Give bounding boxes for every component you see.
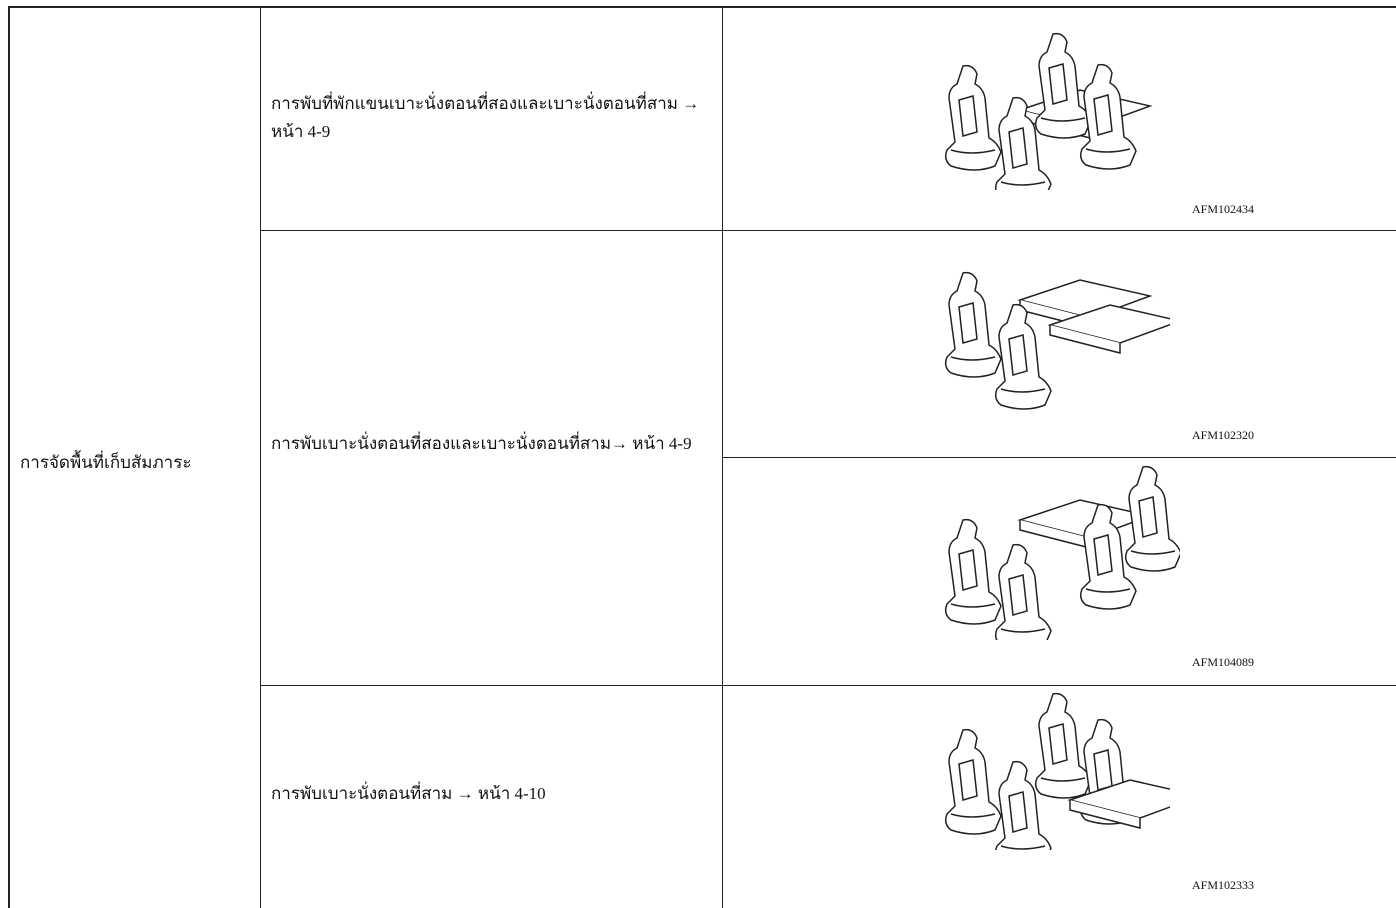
row-line: [722, 457, 1396, 458]
seat-illustration: [944, 692, 1170, 850]
table-border: [8, 6, 1396, 8]
category: การจัดพื้นที่เก็บสัมภาระ: [20, 453, 192, 472]
row-line: [260, 230, 1396, 231]
description: การพับที่พักแขนเบาะนั่งตอนที่สองและเบาะน…: [271, 94, 700, 141]
seat-illustration: [944, 465, 1180, 640]
row-line: [260, 685, 1396, 686]
figure-code: AFM102320: [1192, 428, 1255, 442]
seat-illustration: [944, 32, 1151, 190]
column-line: [260, 6, 261, 908]
figure-code: AFM104089: [1192, 655, 1255, 669]
seat-illustration: [944, 271, 1170, 410]
figure-code: AFM102333: [1192, 878, 1255, 892]
description: การพับเบาะนั่งตอนที่สาม → หน้า 4-10: [271, 784, 546, 803]
figure-code: AFM102434: [1192, 202, 1255, 216]
description: การพับเบาะนั่งตอนที่สองและเบาะนั่งตอนที่…: [271, 434, 692, 453]
table-border: [8, 6, 10, 908]
